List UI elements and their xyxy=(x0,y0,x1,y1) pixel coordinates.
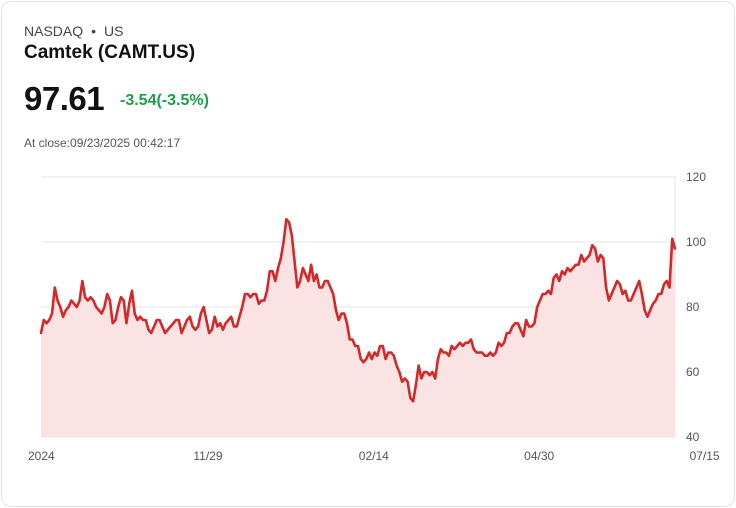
exchange-name: NASDAQ xyxy=(24,23,84,39)
y-axis: 40 60 80 100 120 xyxy=(686,170,706,444)
last-price: 97.61 xyxy=(24,80,105,117)
exchange-line: NASDAQ • US xyxy=(24,23,123,39)
region-name: US xyxy=(104,23,124,39)
y-tick-100: 100 xyxy=(686,235,706,249)
x-tick-04-30: 04/30 xyxy=(524,449,554,463)
x-tick-2024: 2024 xyxy=(28,449,55,463)
x-tick-11-29: 11/29 xyxy=(193,449,222,463)
y-tick-40: 40 xyxy=(686,430,700,444)
price-area xyxy=(41,219,675,437)
price-line xyxy=(39,217,677,403)
y-tick-60: 60 xyxy=(686,365,700,379)
y-tick-80: 80 xyxy=(686,300,700,314)
price-change: -3.54(-3.5%) xyxy=(120,92,209,109)
stock-title: Camtek (CAMT.US) xyxy=(24,42,196,63)
x-axis: 2024 11/29 02/14 04/30 07/15 xyxy=(28,449,720,463)
x-tick-07-15: 07/15 xyxy=(690,449,720,463)
y-tick-120: 120 xyxy=(686,170,706,184)
line-layer xyxy=(39,217,677,403)
area-layer xyxy=(41,219,675,437)
x-tick-02-14: 02/14 xyxy=(359,449,389,463)
close-timestamp: At close:09/23/2025 00:42:17 xyxy=(24,136,181,150)
separator-dot: • xyxy=(91,23,97,39)
